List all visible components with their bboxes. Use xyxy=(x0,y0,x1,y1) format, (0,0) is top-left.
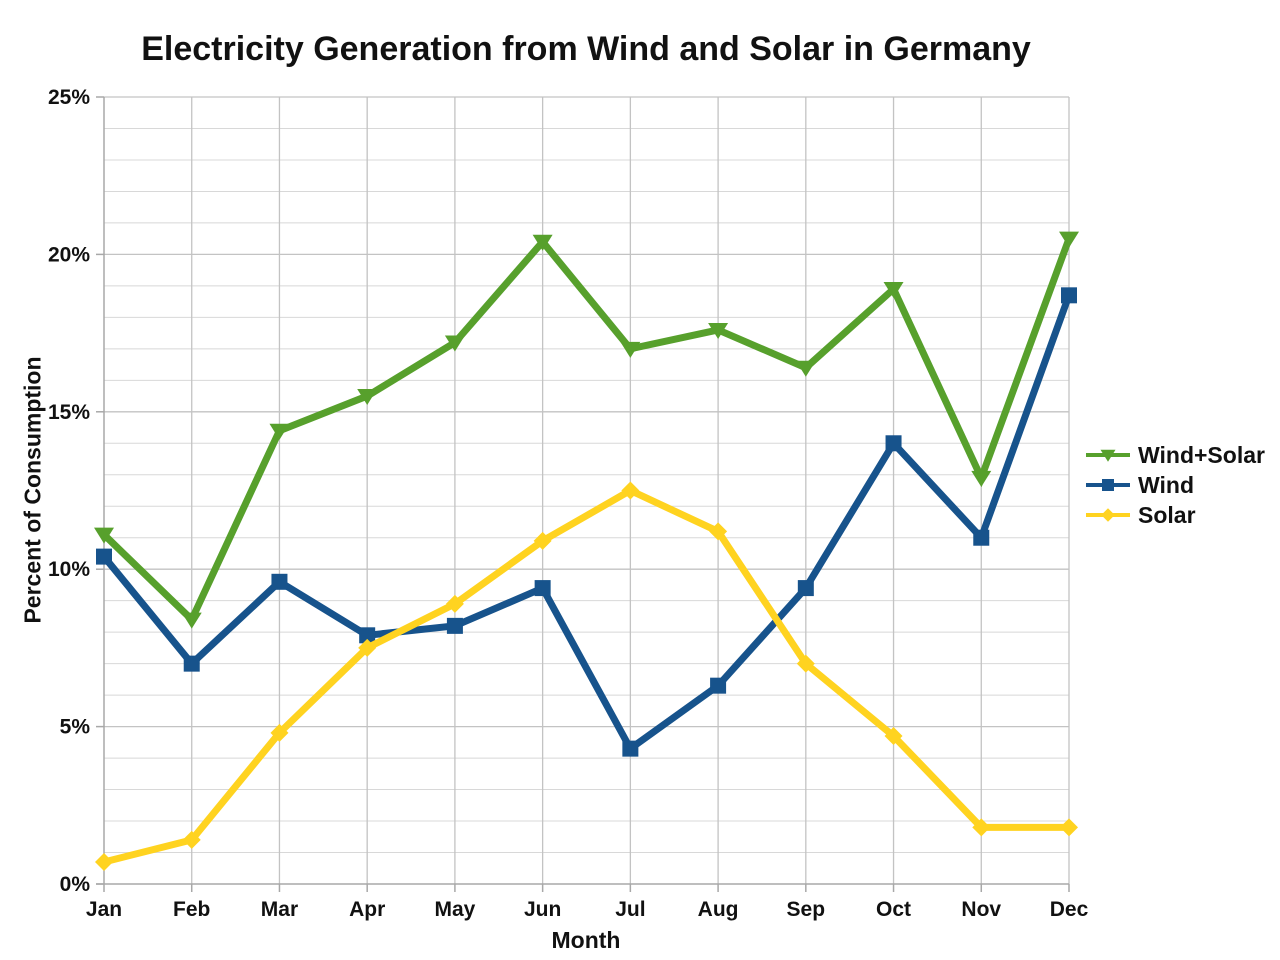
legend-entry-wind-solar: Wind+Solar xyxy=(1085,440,1265,470)
gridlines-major xyxy=(104,96,1069,728)
legend-entry-solar: Solar xyxy=(1085,500,1265,530)
x-tick-label: May xyxy=(434,898,475,921)
x-tick-label: Jan xyxy=(86,898,122,921)
legend-label-wind-solar: Wind+Solar xyxy=(1138,441,1265,468)
x-tick-label: Feb xyxy=(173,898,210,921)
chart-title: Electricity Generation from Wind and Sol… xyxy=(141,30,1031,68)
x-tick-label: Aug xyxy=(698,898,739,921)
y-tick-label: 25% xyxy=(48,86,90,109)
y-tick-label: 20% xyxy=(48,243,90,266)
x-tick-label: Mar xyxy=(261,898,298,921)
legend: Wind+Solar Wind Solar xyxy=(1085,440,1265,530)
x-tick-label: Jun xyxy=(524,898,561,921)
legend-label-solar: Solar xyxy=(1138,501,1196,528)
series-wind-solar xyxy=(94,231,1079,629)
solar-legend-marker-icon xyxy=(1086,508,1130,522)
x-axis-title: Month xyxy=(551,927,621,953)
y-tick-label: 0% xyxy=(60,873,91,896)
y-tick-label: 10% xyxy=(48,558,90,581)
y-tick-label: 15% xyxy=(48,401,90,424)
x-tick-label: Apr xyxy=(349,898,385,921)
legend-entry-wind: Wind xyxy=(1085,470,1265,500)
x-tick-label: Nov xyxy=(961,898,1001,921)
y-tick-label: 5% xyxy=(60,716,91,739)
gridlines-minor xyxy=(104,127,1069,854)
wind-solar-legend-marker-icon xyxy=(1086,449,1130,462)
series-solar xyxy=(95,481,1078,871)
x-tick-label: Jul xyxy=(615,898,645,921)
wind-legend-marker-icon xyxy=(1086,479,1130,491)
x-tick-label: Dec xyxy=(1050,898,1089,921)
x-tick-labels: Jan Feb Mar Apr May Jun Jul Aug Sep Oct Nov Dec xyxy=(86,898,1089,921)
x-tick-label: Sep xyxy=(787,898,826,921)
axes xyxy=(96,96,1070,892)
legend-label-wind: Wind xyxy=(1138,471,1194,498)
series-wind xyxy=(96,287,1077,757)
y-tick-labels: 0% 5% 10% 15% 20% 25% xyxy=(48,86,90,896)
x-tick-label: Oct xyxy=(876,898,911,921)
